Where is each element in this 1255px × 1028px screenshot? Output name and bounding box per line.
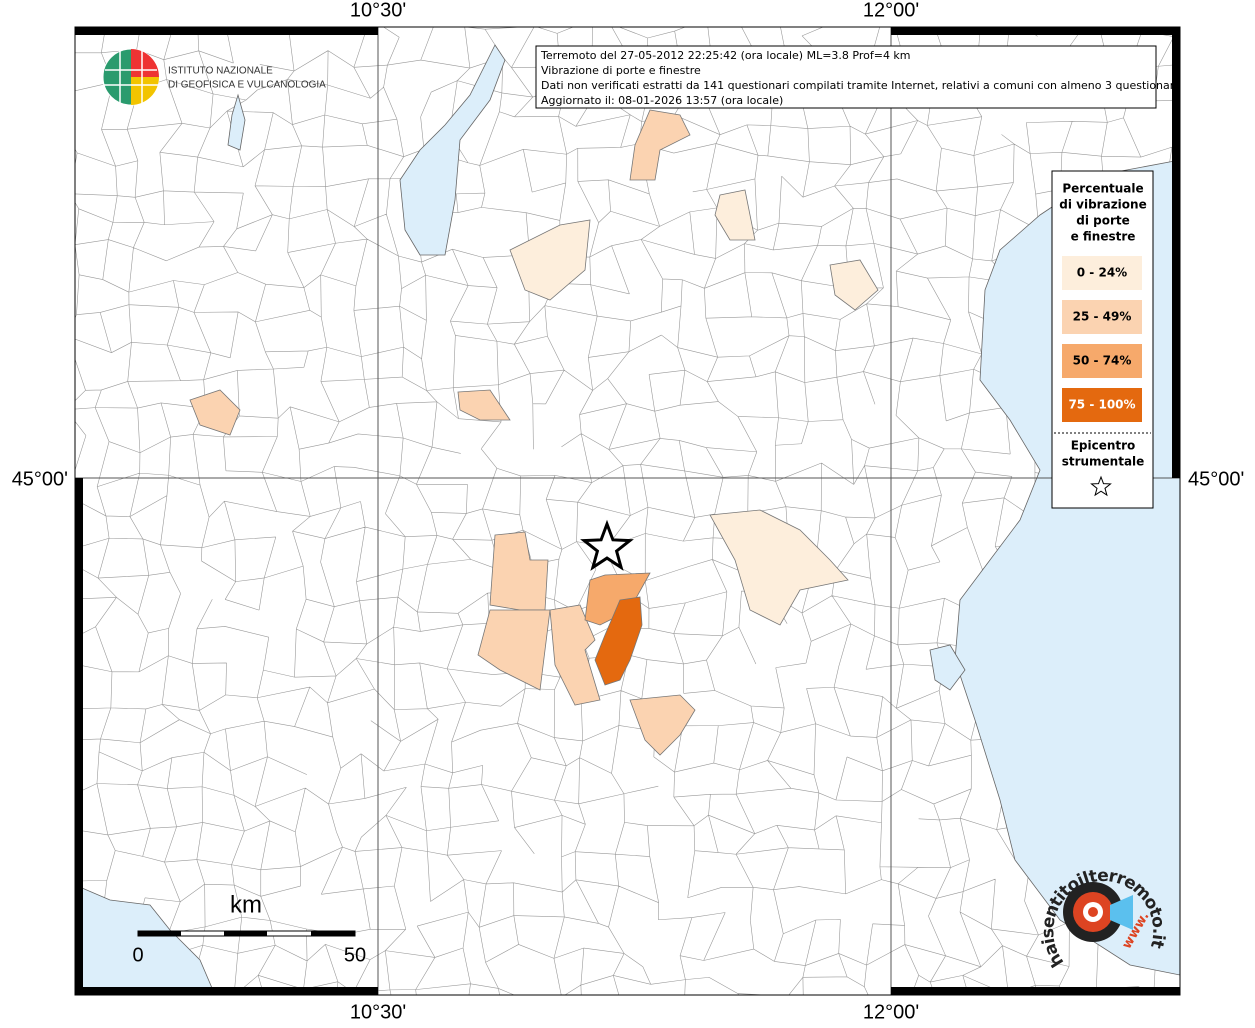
area xyxy=(489,531,549,611)
lat-label: 45°00' xyxy=(12,468,68,490)
area xyxy=(594,596,643,686)
lake xyxy=(929,644,966,691)
legend-epicenter: strumentale xyxy=(1062,455,1145,469)
area xyxy=(629,109,691,181)
logo: ISTITUTO NAZIONALE DI GEOFISICA E VULCAN… xyxy=(102,48,326,106)
lon-label: 10°30' xyxy=(350,0,406,21)
logo-text: DI GEOFISICA E VULCANOLOGIA xyxy=(168,80,326,91)
area xyxy=(714,189,756,241)
legend-label: 0 - 24% xyxy=(1077,266,1127,280)
legend-swatch xyxy=(1062,388,1142,422)
legend-swatch xyxy=(1062,300,1142,334)
sea xyxy=(75,884,216,995)
scale-label: 50 xyxy=(344,944,366,966)
legend-label: 50 - 74% xyxy=(1073,354,1132,368)
lon-label: 12°00' xyxy=(863,0,919,21)
legend-swatch xyxy=(1062,344,1142,378)
info-line: Dati non verificati estratti da 141 ques… xyxy=(541,79,1181,92)
map-area xyxy=(75,27,1180,995)
legend-content: Percentuale di vibrazione di porte e finest… xyxy=(1059,182,1146,469)
info-line: Terremoto del 27-05-2012 22:25:42 (ora l… xyxy=(540,49,911,62)
lon-label: 10°30' xyxy=(350,1001,406,1023)
scale-unit: km xyxy=(230,891,262,918)
info-lines: Terremoto del 27-05-2012 22:25:42 (ora l… xyxy=(540,49,1181,107)
logo-text: ISTITUTO NAZIONALE xyxy=(168,66,273,77)
legend-title: Percentuale xyxy=(1062,182,1143,196)
legend-swatch xyxy=(1062,256,1142,290)
info-line: Vibrazione di porte e finestre xyxy=(541,64,701,77)
lon-label: 12°00' xyxy=(863,1001,919,1023)
legend-star xyxy=(1090,475,1112,497)
area xyxy=(457,389,511,421)
lake xyxy=(227,93,246,151)
area xyxy=(189,389,241,436)
graticule xyxy=(75,27,1180,995)
frame-bars xyxy=(75,27,1180,995)
area xyxy=(549,604,601,706)
scale-bar: km 0 50 xyxy=(132,891,366,966)
legend-label: 25 - 49% xyxy=(1073,310,1132,324)
area xyxy=(509,219,591,301)
info-box xyxy=(535,45,1157,109)
info-line: Aggiornato il: 08-01-2026 13:57 (ora loc… xyxy=(541,94,783,107)
legend xyxy=(1051,170,1154,509)
legend-label: 75 - 100% xyxy=(1068,398,1135,412)
scale-label: 0 xyxy=(132,944,143,966)
lat-label: 45°00' xyxy=(1188,468,1244,490)
legend-title: di vibrazione xyxy=(1059,198,1146,212)
lake xyxy=(399,44,506,256)
epicenter-star xyxy=(580,519,634,571)
area xyxy=(829,259,879,311)
legend-title: e finestre xyxy=(1071,230,1136,244)
legend-epicenter: Epicentro xyxy=(1071,439,1136,453)
area xyxy=(477,609,551,691)
legend-title: di porte xyxy=(1076,214,1130,228)
area xyxy=(629,694,696,756)
felt-areas xyxy=(189,109,879,756)
area xyxy=(709,509,849,626)
